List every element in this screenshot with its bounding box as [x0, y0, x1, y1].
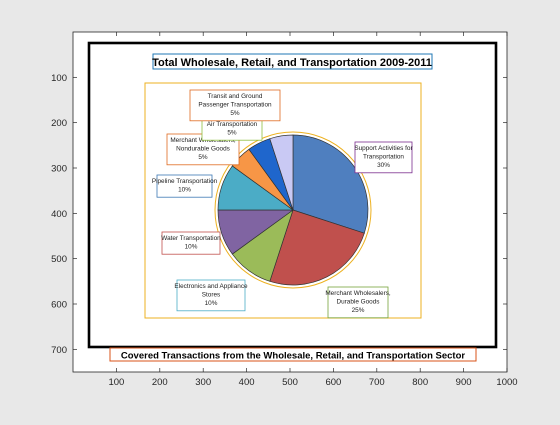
slice-label-box-1	[354, 141, 413, 174]
xlabel-box	[109, 347, 477, 362]
x-tick-label: 300	[195, 377, 211, 388]
slice-label-text: 30%	[377, 162, 390, 169]
x-axis-label: Covered Transactions from the Wholesale,…	[121, 351, 465, 362]
inner-frame	[87, 41, 498, 349]
slice-label-text: Transportation	[363, 154, 404, 161]
slice-label-text: 10%	[178, 187, 191, 194]
x-tick-label: 700	[369, 377, 385, 388]
pie-slice-2	[269, 209, 365, 286]
slice-label-text: 10%	[185, 244, 198, 251]
y-tick-label: 200	[51, 118, 67, 129]
slice-label-text: Pipeline Transportation	[152, 178, 218, 185]
x-tick-label: 200	[152, 377, 168, 388]
slice-label-text: Nondurable Goods	[176, 146, 230, 153]
slice-label-text: 10%	[205, 300, 218, 307]
x-tick-label: 600	[325, 377, 341, 388]
y-tick-label: 700	[51, 345, 67, 356]
chart-title: Total Wholesale, Retail, and Transportat…	[152, 57, 432, 69]
title-box	[152, 53, 433, 70]
slice-label-text: Durable Goods	[337, 299, 380, 306]
slice-label-text: Merchant Wholesalers,	[325, 290, 391, 297]
x-tick-label: 800	[412, 377, 428, 388]
slice-label-text: Transit and Ground	[208, 93, 263, 100]
y-tick-label: 300	[51, 164, 67, 175]
pie-slice-8	[269, 134, 294, 211]
slice-label-text: 5%	[230, 110, 240, 117]
y-axis: 100 200 300 400 500 600 700	[51, 73, 507, 356]
x-tick-label: 1000	[496, 377, 517, 388]
slice-label-text: Electronics and Appliance	[174, 283, 248, 290]
x-tick-label: 900	[456, 377, 472, 388]
y-tick-label: 600	[51, 300, 67, 311]
slice-label-text: Passenger Transportation	[198, 102, 272, 109]
slice-label-box-5	[156, 174, 213, 198]
slice-label-box-8	[189, 89, 281, 122]
pie-slices	[214, 131, 372, 289]
slice-label-text: 5%	[227, 130, 237, 137]
x-tick-label: 400	[239, 377, 255, 388]
pie-region-outline	[144, 82, 422, 319]
slice-label-text: Water Transportation	[161, 235, 221, 242]
slice-label-text: Air Transportation	[207, 121, 258, 128]
slice-label-box-3	[176, 279, 246, 312]
x-axis: 100 200 300 400 500 600 700 800 900 1000	[108, 32, 518, 388]
pie-slice-1	[292, 134, 369, 234]
slice-label-box-2	[327, 286, 389, 319]
y-tick-label: 400	[51, 209, 67, 220]
pie-outline	[214, 131, 372, 289]
slice-label-text: Stores	[202, 292, 220, 299]
slice-label-text: 25%	[352, 307, 365, 314]
slice-label-text: Support Activities for	[354, 145, 413, 152]
slice-label-text: 5%	[198, 154, 208, 161]
slice-label-box-4	[161, 231, 221, 255]
x-tick-label: 500	[282, 377, 298, 388]
y-tick-label: 100	[51, 73, 67, 84]
x-tick-label: 100	[108, 377, 124, 388]
y-tick-label: 500	[51, 254, 67, 265]
